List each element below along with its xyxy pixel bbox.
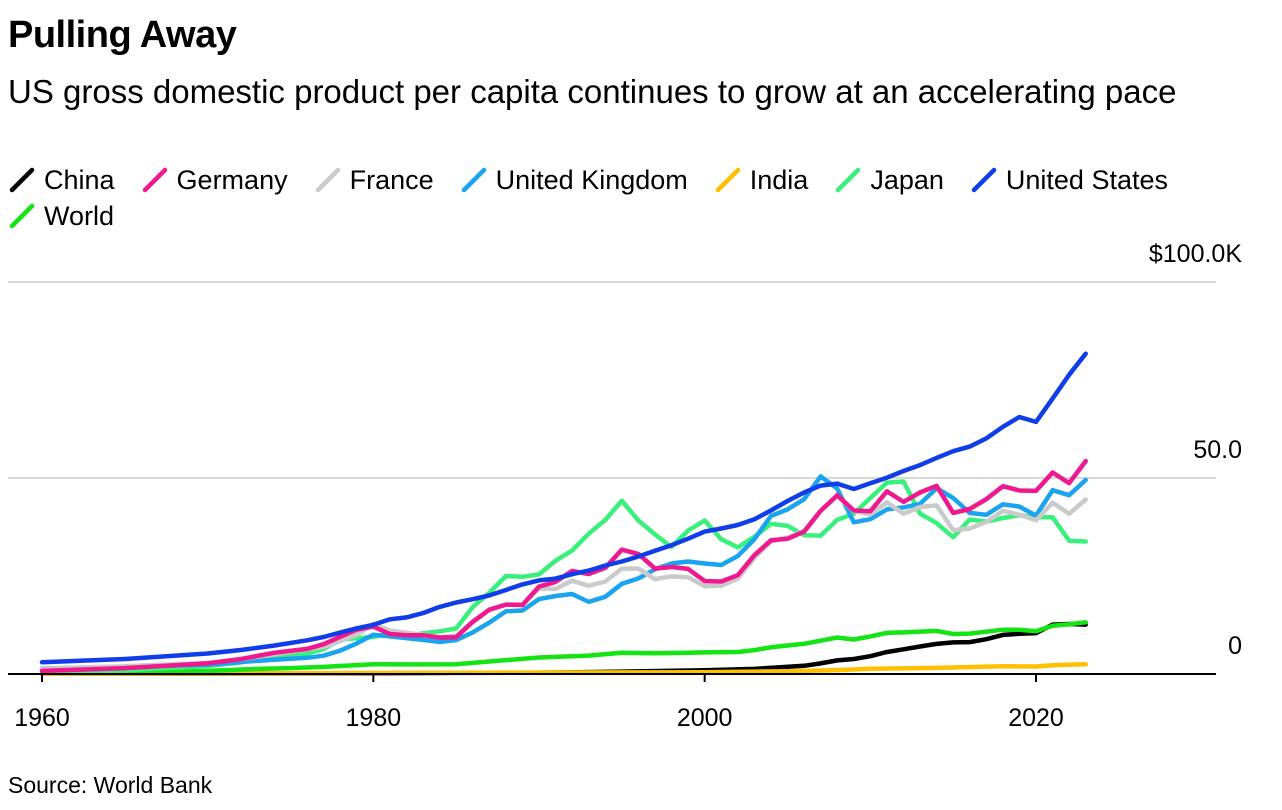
series-line-world — [39, 620, 1088, 675]
series-layer — [39, 351, 1088, 676]
legend-label-united-kingdom: United Kingdom — [495, 164, 688, 195]
legend-swatch-germany — [142, 167, 167, 193]
legend-swatch-united-states — [971, 167, 997, 193]
grid-layer — [8, 281, 1216, 479]
legend-item-world: World — [8, 200, 114, 232]
legend-item-france: France — [314, 164, 434, 196]
y-tick-label-1: 50.0 — [1193, 436, 1242, 464]
series-line-united-states — [39, 351, 1088, 665]
legend-swatch-india — [715, 167, 741, 193]
x-tick-label-1: 1980 — [346, 704, 402, 732]
legend-label-germany: Germany — [176, 164, 288, 195]
legend-label-india: India — [749, 164, 809, 195]
legend-item-china: China — [8, 164, 115, 196]
legend-swatch-france — [315, 167, 340, 193]
series-line-india — [39, 661, 1088, 676]
chart-title: Pulling Away — [8, 14, 237, 56]
legend-swatch-japan — [836, 167, 861, 193]
y-tick-label-0: $100.0K — [1149, 240, 1242, 268]
legend-item-india: India — [714, 164, 809, 196]
legend-swatch-united-kingdom — [461, 167, 486, 193]
legend-swatch-world — [9, 203, 35, 229]
legend-item-united-kingdom: United Kingdom — [460, 164, 688, 196]
y-tick-label-2: 0 — [1228, 632, 1242, 660]
source-note: Source: World Bank — [8, 772, 213, 798]
legend-item-japan: Japan — [834, 164, 944, 196]
line-chart: $100.0K 50.0 0 1960 1980 2000 2020 — [8, 240, 1242, 732]
legend-swatch-china — [9, 167, 35, 193]
legend-label-china: China — [44, 164, 115, 195]
legend-item-germany: Germany — [141, 164, 288, 196]
x-tick-label-3: 2020 — [1008, 704, 1064, 732]
chart-legend: China Germany France United Kingdom India Jap… — [8, 164, 1248, 232]
legend-label-world: World — [44, 200, 115, 231]
legend-label-france: France — [349, 164, 434, 195]
legend-item-united-states: United States — [970, 164, 1168, 196]
legend-label-japan: Japan — [870, 164, 944, 195]
x-tick-label-2: 2000 — [677, 704, 733, 732]
legend-label-united-states: United States — [1005, 164, 1168, 195]
x-tick-label-0: 1960 — [14, 704, 70, 732]
chart-subtitle: US gross domestic product per capita con… — [8, 73, 1177, 110]
axis-layer: $100.0K 50.0 0 1960 1980 2000 2020 — [8, 240, 1242, 732]
